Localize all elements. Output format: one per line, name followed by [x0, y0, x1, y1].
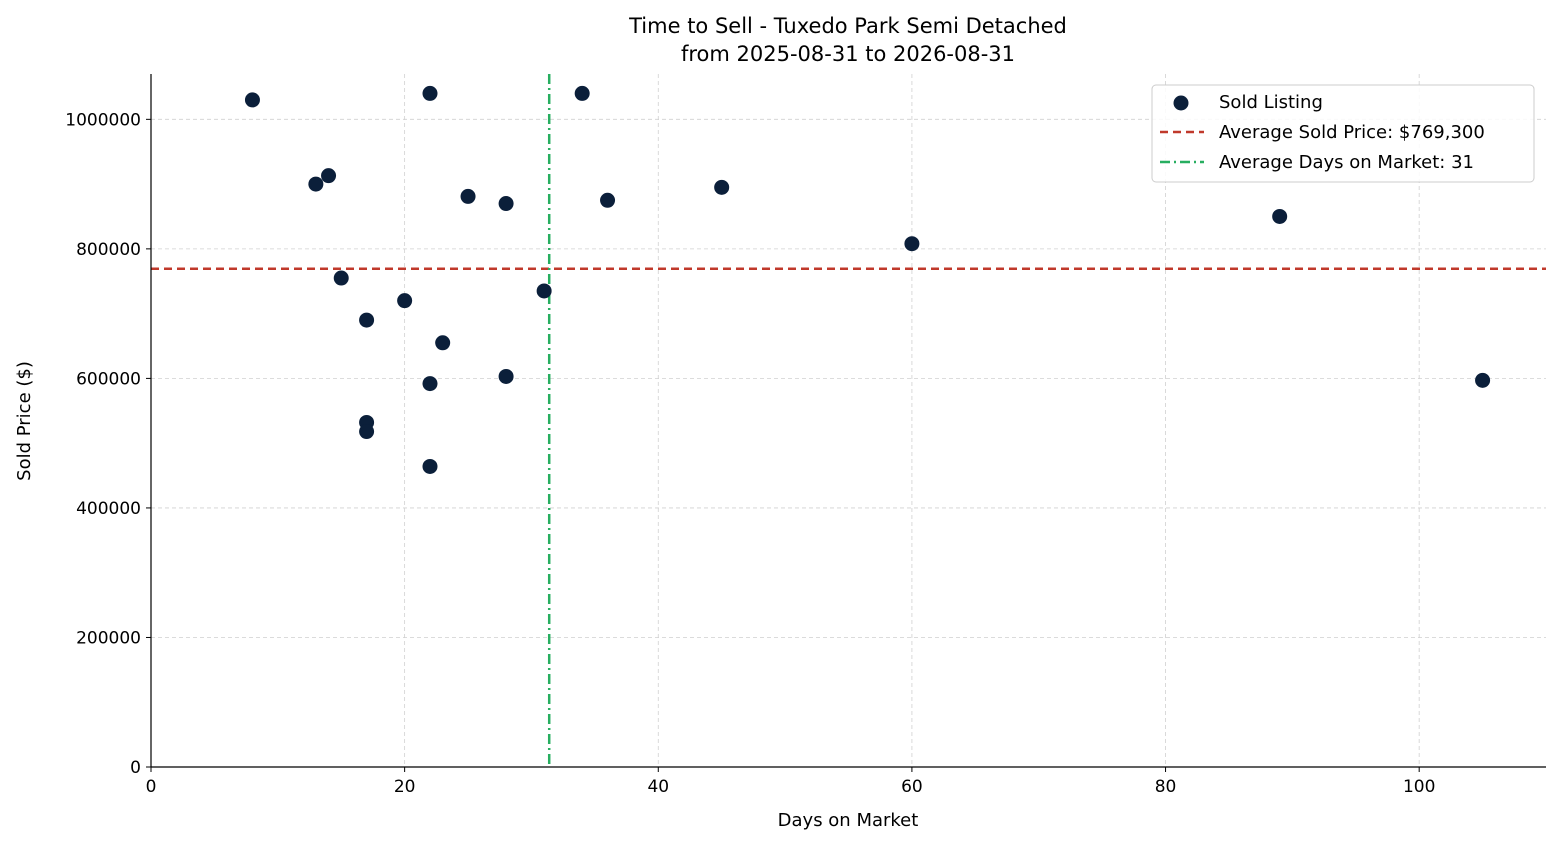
sold-listing-point [460, 188, 476, 204]
legend-label-sold-listing: Sold Listing [1219, 92, 1323, 113]
y-tick-label: 600000 [76, 369, 141, 389]
sold-listing-point [308, 176, 324, 192]
reference-lines [151, 74, 1546, 767]
data-points [244, 85, 1491, 474]
chart-subtitle: from 2025-08-31 to 2026-08-31 [681, 42, 1015, 66]
sold-listing-point [536, 283, 552, 299]
sold-listing-point [397, 293, 413, 309]
legend-label-avg-days: Average Days on Market: 31 [1219, 152, 1474, 173]
x-tick-label: 80 [1155, 777, 1177, 797]
x-axis-ticks: 0 20 40 60 80 100 [146, 767, 1435, 797]
y-axis-title: Sold Price ($) [14, 361, 35, 481]
x-tick-label: 60 [901, 777, 923, 797]
sold-listing-point [1475, 372, 1491, 388]
sold-listing-point [574, 85, 590, 101]
x-axis-title: Days on Market [778, 810, 919, 831]
x-tick-label: 100 [1403, 777, 1435, 797]
legend-label-avg-price: Average Sold Price: $769,300 [1219, 122, 1485, 143]
sold-listing-point [244, 92, 260, 108]
sold-listing-point [359, 424, 375, 440]
x-tick-label: 0 [146, 777, 157, 797]
sold-listing-point [359, 312, 375, 328]
y-tick-label: 800000 [76, 240, 141, 260]
sold-listing-point [422, 458, 438, 474]
legend-frame [1151, 84, 1535, 183]
sold-listing-point [904, 236, 920, 252]
sold-listing-point [1272, 208, 1288, 224]
y-axis-ticks: 0 200000 400000 600000 800000 1000000 [65, 110, 151, 778]
sold-listing-point [714, 179, 730, 195]
sold-listing-point [422, 85, 438, 101]
axes [150, 74, 1546, 768]
legend-marker-sold-listing [1173, 95, 1189, 111]
y-tick-label: 200000 [76, 628, 141, 648]
sold-listing-point [321, 168, 337, 184]
legend: Sold Listing Average Sold Price: $769,30… [1151, 84, 1535, 183]
sold-listing-point [435, 335, 451, 351]
x-tick-label: 40 [647, 777, 669, 797]
sold-listing-point [333, 270, 349, 286]
sold-listing-point [600, 192, 616, 208]
x-tick-label: 20 [394, 777, 416, 797]
y-tick-label: 0 [130, 758, 141, 778]
sold-listing-point [422, 376, 438, 392]
chart-title: Time to Sell - Tuxedo Park Semi Detached [628, 14, 1067, 38]
y-tick-label: 400000 [76, 499, 141, 519]
y-tick-label: 1000000 [65, 110, 141, 130]
sold-listing-point [498, 368, 514, 384]
sold-listing-point [498, 196, 514, 212]
grid-lines [151, 74, 1546, 767]
